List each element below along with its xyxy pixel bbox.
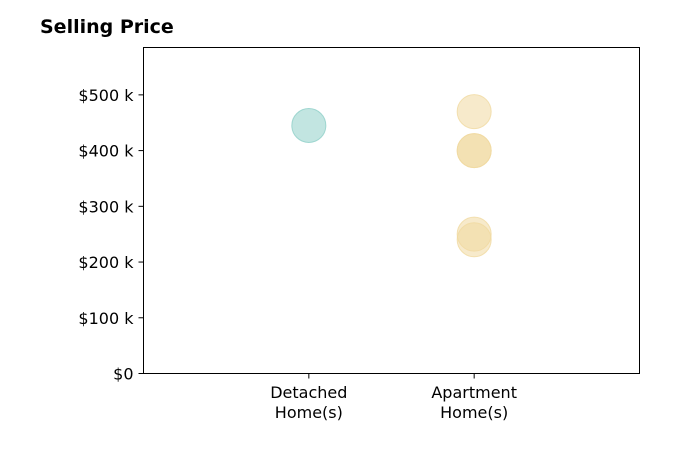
chart-title: Selling Price: [40, 16, 174, 38]
x-tick-label-0-0: Detached: [270, 383, 347, 402]
point-1-2: [456, 133, 492, 169]
y-tick-label-1: $100 k: [78, 309, 134, 328]
plot-frame: [143, 47, 640, 374]
y-tick-label-3: $300 k: [78, 197, 134, 216]
y-tick-label-2: $200 k: [78, 253, 134, 272]
y-tick-label-0: $0: [113, 365, 133, 384]
x-tick-label-1-0: Apartment: [431, 383, 517, 402]
data-points: [291, 94, 492, 258]
x-tick-label-1-1: Home(s): [440, 403, 508, 422]
point-1-0: [456, 94, 492, 130]
y-tick-label-4: $400 k: [78, 142, 134, 161]
x-tick-label-0-1: Home(s): [275, 403, 343, 422]
y-tick-label-5: $500 k: [78, 86, 134, 105]
point-1-4: [456, 222, 492, 258]
y-axis: $0 $100 k $200 k $300 k $400 k $500 k: [78, 86, 144, 384]
point-0-0: [291, 108, 327, 144]
